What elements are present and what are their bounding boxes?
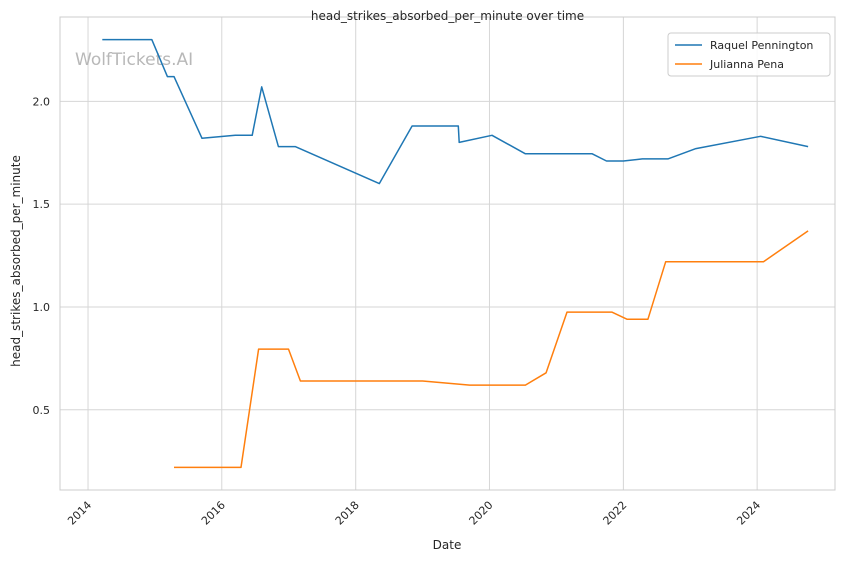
x-tick-label: 2016 xyxy=(199,499,228,528)
x-tick-label: 2022 xyxy=(601,499,630,528)
series-line-1 xyxy=(174,230,809,469)
x-tick-label: 2018 xyxy=(333,499,362,528)
legend-label: Julianna Pena xyxy=(709,58,784,71)
y-tick-label: 1.5 xyxy=(33,198,51,211)
grid-lines xyxy=(60,17,835,490)
x-tick-label: 2014 xyxy=(65,499,94,528)
x-tick-label: 2024 xyxy=(734,499,763,528)
legend-box xyxy=(667,32,831,77)
x-axis-label: Date xyxy=(433,538,462,552)
x-tick-labels: 2014 2016 2018 2020 2022 2024 xyxy=(65,499,763,528)
series-lines xyxy=(102,38,809,469)
legend: Raquel Pennington Julianna Pena xyxy=(667,32,831,77)
y-tick-label: 1.0 xyxy=(33,301,51,314)
watermark: WolfTickets.AI xyxy=(75,50,193,70)
y-tick-label: 0.5 xyxy=(33,404,51,417)
y-tick-label: 2.0 xyxy=(33,95,51,108)
series-line-0 xyxy=(102,38,809,185)
y-axis-label: head_strikes_absorbed_per_minute xyxy=(9,155,23,367)
chart-title: head_strikes_absorbed_per_minute over ti… xyxy=(311,9,584,23)
legend-label: Raquel Pennington xyxy=(710,39,813,52)
x-tick-label: 2020 xyxy=(467,499,496,528)
y-tick-labels: 0.5 1.0 1.5 2.0 xyxy=(33,95,51,416)
plot-frame xyxy=(59,16,836,491)
